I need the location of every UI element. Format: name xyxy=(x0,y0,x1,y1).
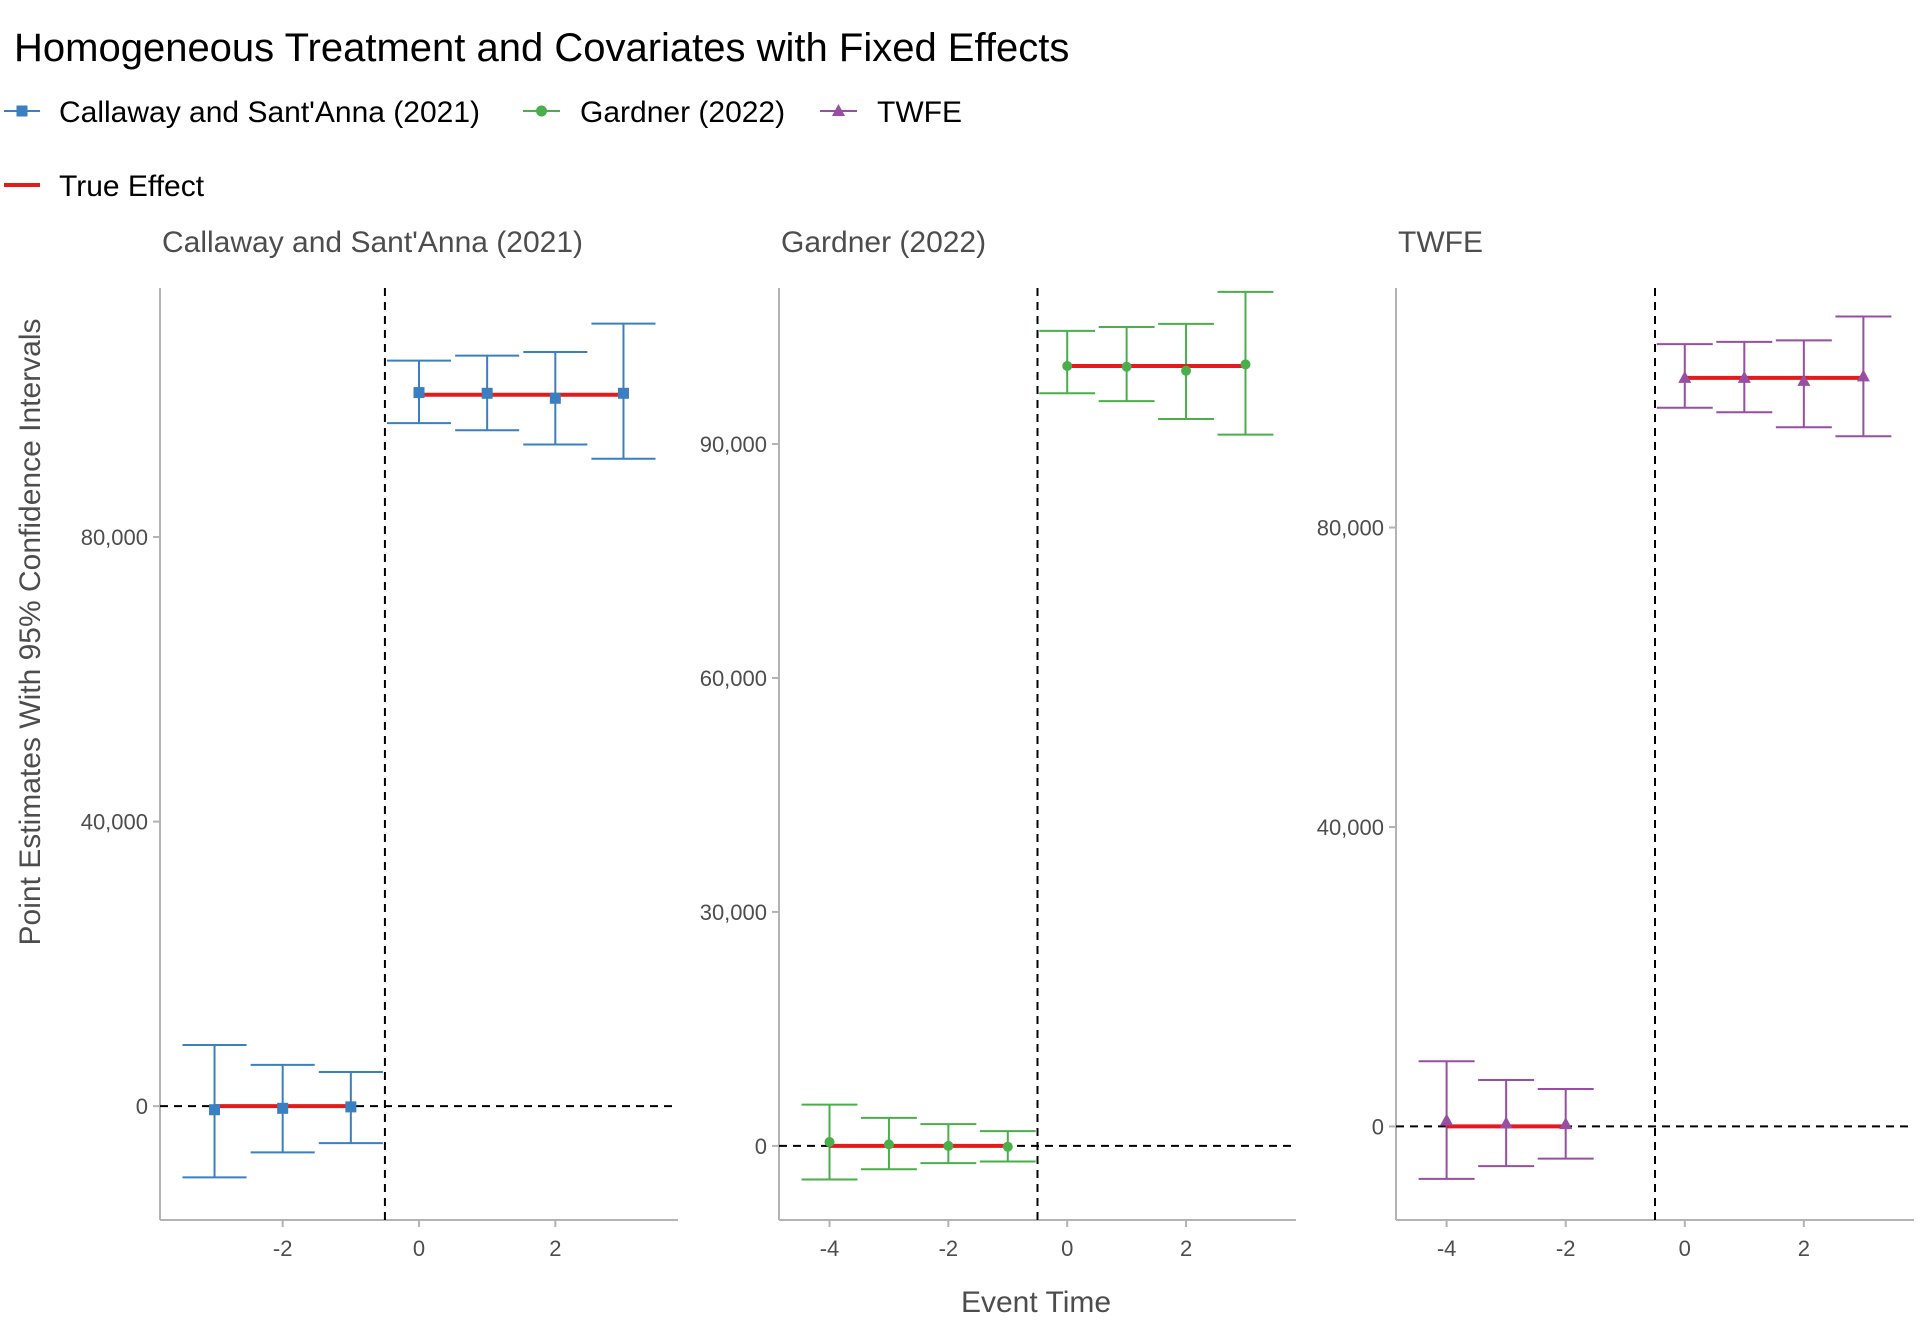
y-tick-label-twfe: 80,000 xyxy=(1317,516,1384,541)
legend-label-twfe: TWFE xyxy=(877,96,962,129)
point-marker-twfe xyxy=(1737,370,1751,383)
point-marker-gardner xyxy=(1121,361,1132,372)
y-tick-label-callaway: 80,000 xyxy=(81,525,148,550)
x-tick-label-callaway: 2 xyxy=(549,1236,561,1261)
legend-label-gardner: Gardner (2022) xyxy=(580,96,785,129)
point-marker-twfe xyxy=(1559,1117,1573,1130)
x-axis-title: Event Time xyxy=(961,1286,1111,1319)
facet-title-twfe: TWFE xyxy=(1398,226,1483,259)
x-tick-label-twfe: -2 xyxy=(1556,1236,1576,1261)
y-tick-label-callaway: 40,000 xyxy=(81,810,148,835)
point-marker-gardner xyxy=(1002,1141,1013,1152)
y-axis-title: Point Estimates With 95% Confidence Inte… xyxy=(14,319,47,946)
legend-circle-marker xyxy=(536,105,547,117)
facet-gardner: Gardner (2022) 0 30,000 60,000 90,000 -4 -2 0 2 xyxy=(700,226,1296,1261)
facet-title-gardner: Gardner (2022) xyxy=(781,226,986,259)
legend-item-callaway: Callaway and Sant'Anna (2021) xyxy=(4,96,480,129)
legend-label-true-effect: True Effect xyxy=(59,170,205,203)
point-marker-callaway xyxy=(209,1104,221,1116)
point-marker-twfe xyxy=(1499,1116,1513,1129)
point-marker-gardner xyxy=(1181,365,1192,376)
point-marker-callaway xyxy=(345,1101,357,1113)
point-marker-gardner xyxy=(943,1140,954,1151)
point-marker-gardner xyxy=(1062,360,1073,371)
x-tick-label-callaway: -2 xyxy=(273,1236,293,1261)
x-tick-label-gardner: 2 xyxy=(1180,1236,1192,1261)
x-tick-label-gardner: -4 xyxy=(820,1236,840,1261)
point-marker-twfe xyxy=(1440,1113,1454,1126)
x-tick-label-callaway: 0 xyxy=(413,1236,425,1261)
legend-item-true-effect: True Effect xyxy=(4,170,205,203)
chart-title: Homogeneous Treatment and Covariates wit… xyxy=(14,26,1069,70)
x-tick-label-twfe: 0 xyxy=(1679,1236,1691,1261)
facet-twfe: TWFE 0 40,000 80,000 -4 -2 0 2 xyxy=(1317,226,1914,1261)
point-marker-callaway xyxy=(481,387,493,399)
legend-item-twfe: TWFE xyxy=(820,96,962,129)
y-tick-label-gardner: 60,000 xyxy=(700,666,767,691)
legend-square-marker xyxy=(16,105,28,117)
point-marker-gardner xyxy=(824,1137,835,1148)
x-tick-label-gardner: 0 xyxy=(1061,1236,1073,1261)
legend: Callaway and Sant'Anna (2021) Gardner (2… xyxy=(4,96,962,203)
point-marker-callaway xyxy=(549,392,561,404)
y-tick-label-gardner: 0 xyxy=(755,1134,767,1159)
y-tick-label-gardner: 90,000 xyxy=(700,432,767,457)
point-marker-callaway xyxy=(617,387,629,399)
y-tick-label-twfe: 40,000 xyxy=(1317,815,1384,840)
point-marker-twfe xyxy=(1856,369,1870,382)
point-marker-gardner xyxy=(883,1139,894,1150)
legend-label-callaway: Callaway and Sant'Anna (2021) xyxy=(59,96,480,129)
point-marker-twfe xyxy=(1678,370,1692,383)
y-tick-label-gardner: 30,000 xyxy=(700,900,767,925)
point-marker-callaway xyxy=(277,1102,289,1114)
point-marker-gardner xyxy=(1240,359,1251,370)
point-marker-twfe xyxy=(1797,373,1811,386)
y-tick-label-callaway: 0 xyxy=(136,1094,148,1119)
legend-triangle-marker xyxy=(832,104,845,116)
x-tick-label-gardner: -2 xyxy=(939,1236,959,1261)
y-tick-label-twfe: 0 xyxy=(1372,1114,1384,1139)
x-tick-label-twfe: -4 xyxy=(1437,1236,1457,1261)
facet-title-callaway: Callaway and Sant'Anna (2021) xyxy=(162,226,583,259)
facet-callaway: Callaway and Sant'Anna (2021) 0 40,000 80,… xyxy=(81,226,678,1261)
legend-item-gardner: Gardner (2022) xyxy=(523,96,785,129)
point-marker-callaway xyxy=(413,387,425,399)
x-tick-label-twfe: 2 xyxy=(1798,1236,1810,1261)
